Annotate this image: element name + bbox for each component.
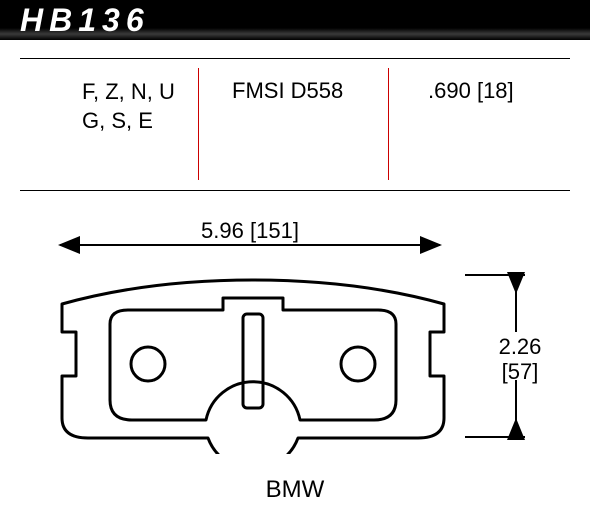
part-number: HB136 (20, 2, 150, 39)
height-dimension: 2.26 [57] (465, 260, 585, 450)
width-dim-line (60, 244, 440, 246)
info-row: F, Z, N, U G, S, E FMSI D558 .690 [18] (20, 70, 570, 180)
compounds-column: F, Z, N, U G, S, E (82, 78, 175, 135)
width-inches: 5.96 (201, 218, 244, 243)
fmsi-code: FMSI D558 (232, 78, 343, 104)
application-make: BMW (0, 476, 590, 504)
rule-top (20, 58, 570, 59)
height-mm: [57] (485, 359, 555, 384)
thickness-mm: [18] (477, 78, 514, 103)
divider-2 (388, 68, 389, 180)
width-dim-text: 5.96 [151] (185, 218, 315, 244)
divider-1 (198, 68, 199, 180)
rule-bottom (20, 190, 570, 191)
width-dimension: 5.96 [151] (60, 224, 440, 264)
height-line-top (515, 274, 517, 332)
header-bar: HB136 (0, 0, 590, 40)
arrow-up-icon (507, 418, 525, 440)
height-inches: 2.26 (485, 334, 555, 359)
diagram-area: 5.96 [151] 2.26 [57] (0, 200, 590, 518)
compounds-line1: F, Z, N, U (82, 78, 175, 107)
width-mm: [151] (250, 218, 299, 243)
compounds-line2: G, S, E (82, 107, 175, 136)
thickness-value: .690 [18] (428, 78, 514, 104)
arrow-right-icon (420, 236, 442, 254)
arrow-left-icon (58, 236, 80, 254)
height-dim-text: 2.26 [57] (485, 334, 555, 385)
thickness-inches: .690 (428, 78, 471, 103)
brake-pad-outline (48, 274, 458, 454)
